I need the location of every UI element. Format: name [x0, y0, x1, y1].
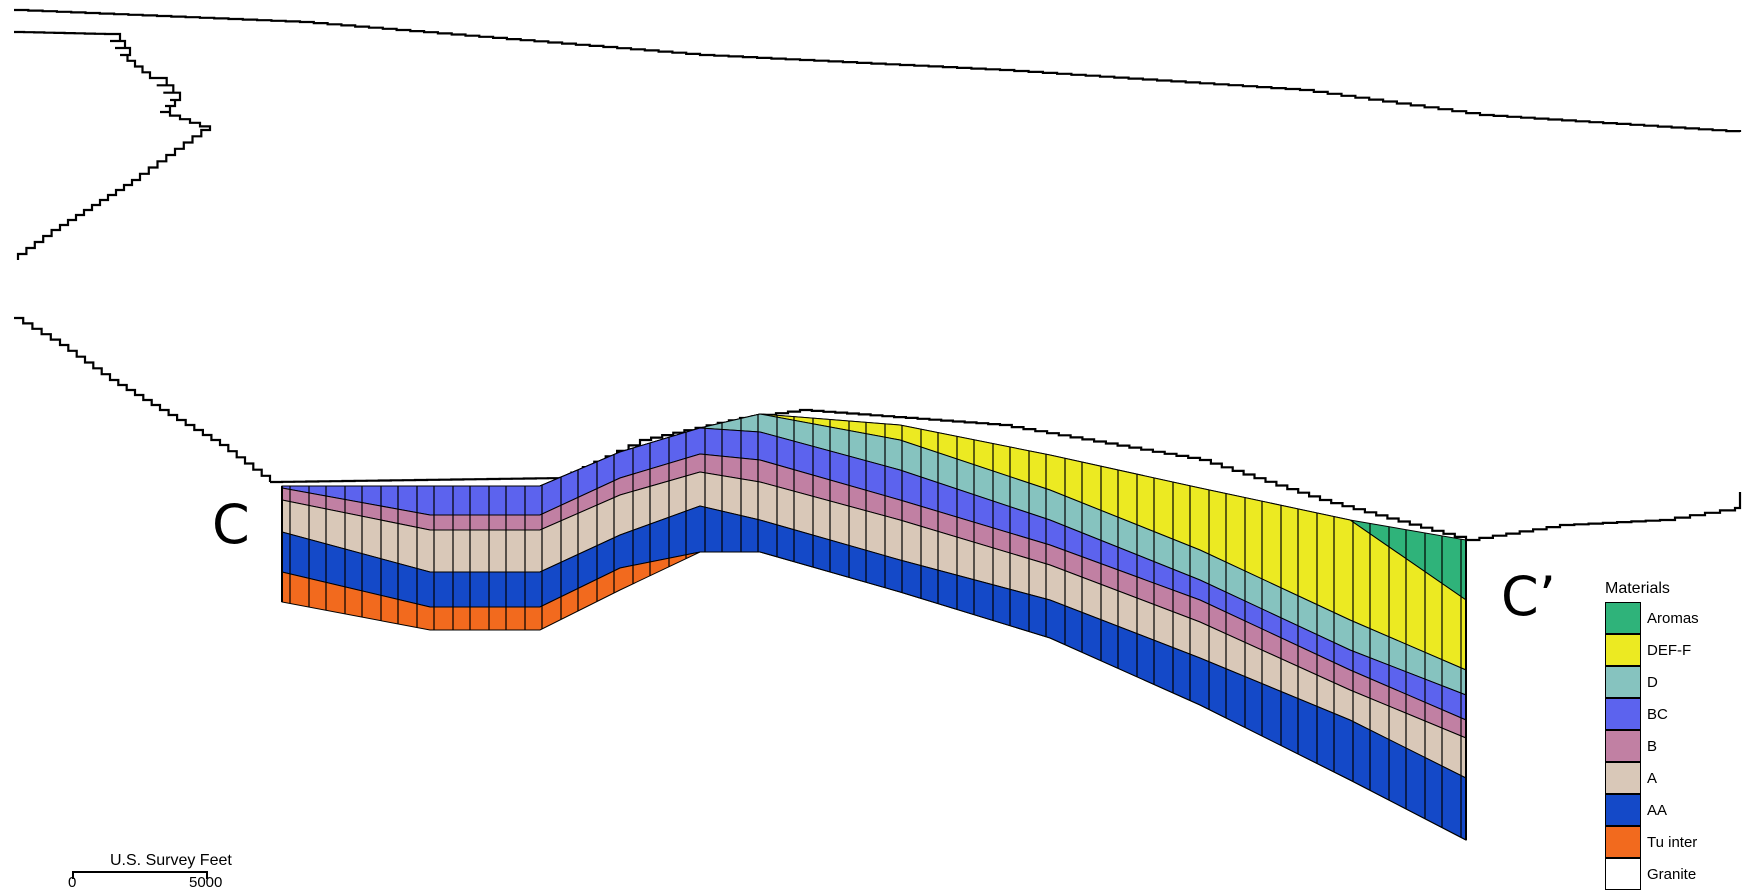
scale-bar-max-label: 5000: [189, 874, 223, 891]
legend-swatch: [1605, 730, 1641, 762]
legend-items: Aromas DEF-F D BC B A AA Tu inter Granite: [1605, 602, 1745, 890]
legend-item: AA: [1605, 794, 1745, 826]
legend-label: AA: [1647, 801, 1668, 819]
section-start-label: C: [212, 493, 250, 556]
outline-left-edge-lower: [14, 316, 272, 482]
legend-item: A: [1605, 762, 1745, 794]
legend-label: Granite: [1647, 865, 1697, 883]
outline-top-edge: [14, 8, 1742, 133]
legend-label: A: [1647, 769, 1658, 787]
legend-item: Aromas: [1605, 602, 1745, 634]
legend-swatch: [1605, 762, 1641, 794]
legend-label: D: [1647, 673, 1658, 691]
legend-title: Materials: [1605, 580, 1670, 597]
scale-bar-title: U.S. Survey Feet: [110, 852, 232, 869]
legend-swatch: [1605, 666, 1641, 698]
geologic-layers: [281, 413, 1467, 841]
outline-surface: [270, 408, 1468, 540]
scale-bar-line: [72, 871, 208, 873]
scale-bar-min-label: 0: [68, 874, 77, 891]
legend-label: Aromas: [1647, 609, 1699, 627]
legend-item: B: [1605, 730, 1745, 762]
model-column-lines: [281, 414, 1467, 840]
scale-bar: U.S. Survey Feet 0 5000: [66, 848, 232, 891]
model-outline: [14, 8, 1742, 542]
legend-item: Granite: [1605, 858, 1745, 890]
legend-label: BC: [1647, 705, 1668, 723]
legend-item: Tu inter: [1605, 826, 1745, 858]
legend-item: BC: [1605, 698, 1745, 730]
legend-label: DEF-F: [1647, 641, 1692, 659]
legend-label: Tu inter: [1647, 833, 1698, 851]
outline-left-edge-upper: [14, 30, 212, 260]
legend-swatch: [1605, 698, 1641, 730]
scale-bar-tick: [206, 871, 208, 879]
legend-swatch: [1605, 602, 1641, 634]
legend-swatch: [1605, 634, 1641, 666]
section-end-label: C’: [1501, 565, 1556, 628]
legend-swatch: [1605, 858, 1641, 890]
outline-right-edge: [1466, 492, 1742, 542]
legend-item: DEF-F: [1605, 634, 1745, 666]
legend-swatch: [1605, 794, 1641, 826]
legend-label: B: [1647, 737, 1658, 755]
scale-bar-tick: [72, 871, 74, 879]
legend-swatch: [1605, 826, 1641, 858]
layer-tu-inter: [281, 551, 1467, 841]
materials-legend: Materials Aromas DEF-F D BC B A AA Tu inter Gran…: [1605, 580, 1745, 890]
legend-item: D: [1605, 666, 1745, 698]
